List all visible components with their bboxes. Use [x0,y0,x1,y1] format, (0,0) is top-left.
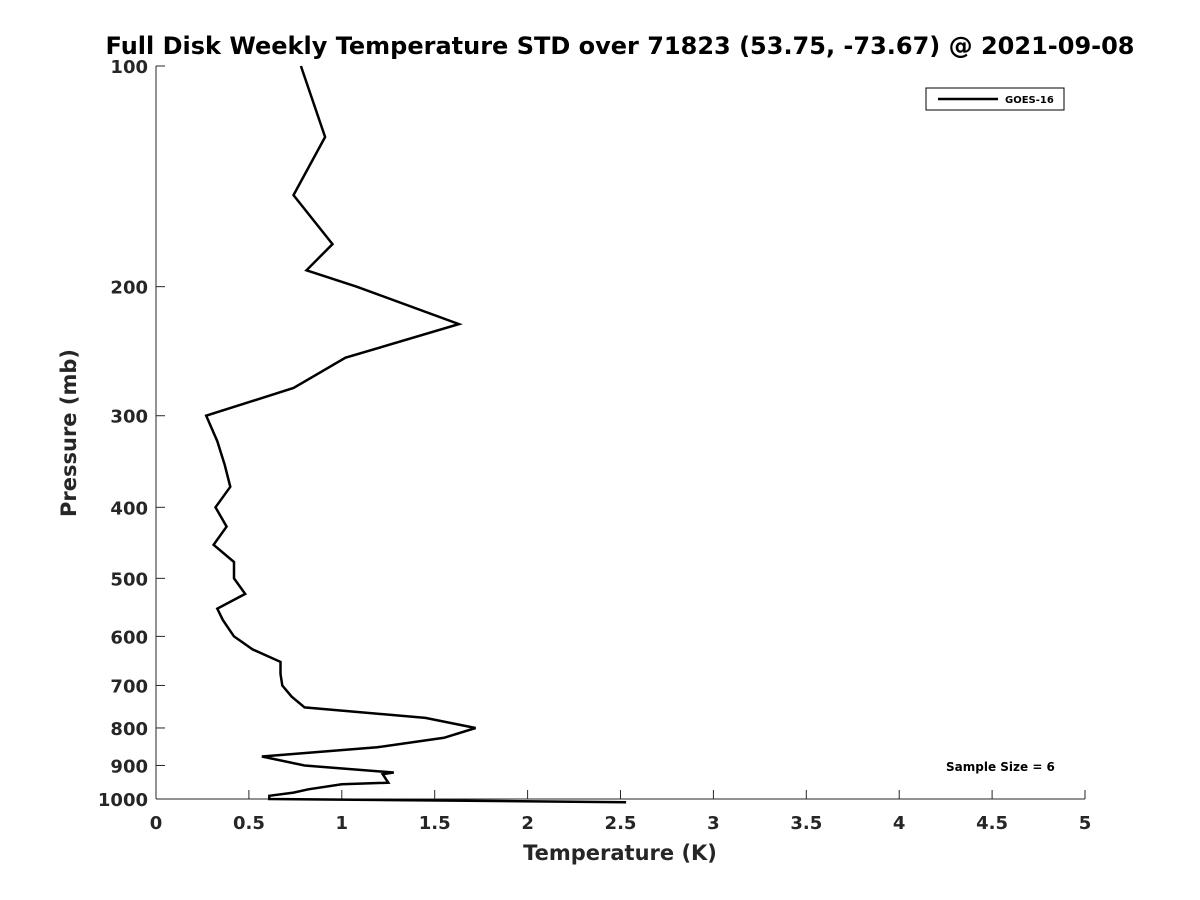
x-tick-label: 1.5 [419,813,451,834]
y-axis-label: Pressure (mb) [57,349,81,517]
x-tick-label: 3.5 [790,813,822,834]
y-tick-label: 300 [110,407,148,428]
x-tick-label: 3 [707,813,720,834]
y-tick-label: 700 [110,676,148,697]
x-axis-label: Temperature (K) [523,841,717,865]
y-tick-label: 100 [110,57,148,78]
sample-size-annotation: Sample Size = 6 [946,760,1055,774]
y-tick-label: 200 [110,278,148,299]
y-tick-label: 1000 [98,790,148,811]
y-tick-label: 400 [110,498,148,519]
x-tick-label: 0 [150,813,163,834]
x-tick-label: 5 [1079,813,1092,834]
y-tick-label: 900 [110,756,148,777]
x-tick-label: 1 [336,813,349,834]
y-tick-label: 500 [110,569,148,590]
x-tick-label: 2.5 [605,813,637,834]
chart-title: Full Disk Weekly Temperature STD over 71… [106,32,1135,60]
y-tick-label: 800 [110,719,148,740]
x-tick-label: 2 [521,813,534,834]
x-tick-label: 4.5 [976,813,1008,834]
legend-entry-goes-16: GOES-16 [1005,95,1054,106]
legend: GOES-16 [925,87,1065,111]
x-tick-label: 4 [893,813,906,834]
plot-area: 0 0.5 1 1.5 2 2.5 3 3.5 4 4.5 5 100 200 300 400 500 600 7… [98,57,1091,834]
y-tick-label: 600 [110,627,148,648]
series-line-goes-16 [204,65,627,804]
x-tick-label: 0.5 [233,813,265,834]
